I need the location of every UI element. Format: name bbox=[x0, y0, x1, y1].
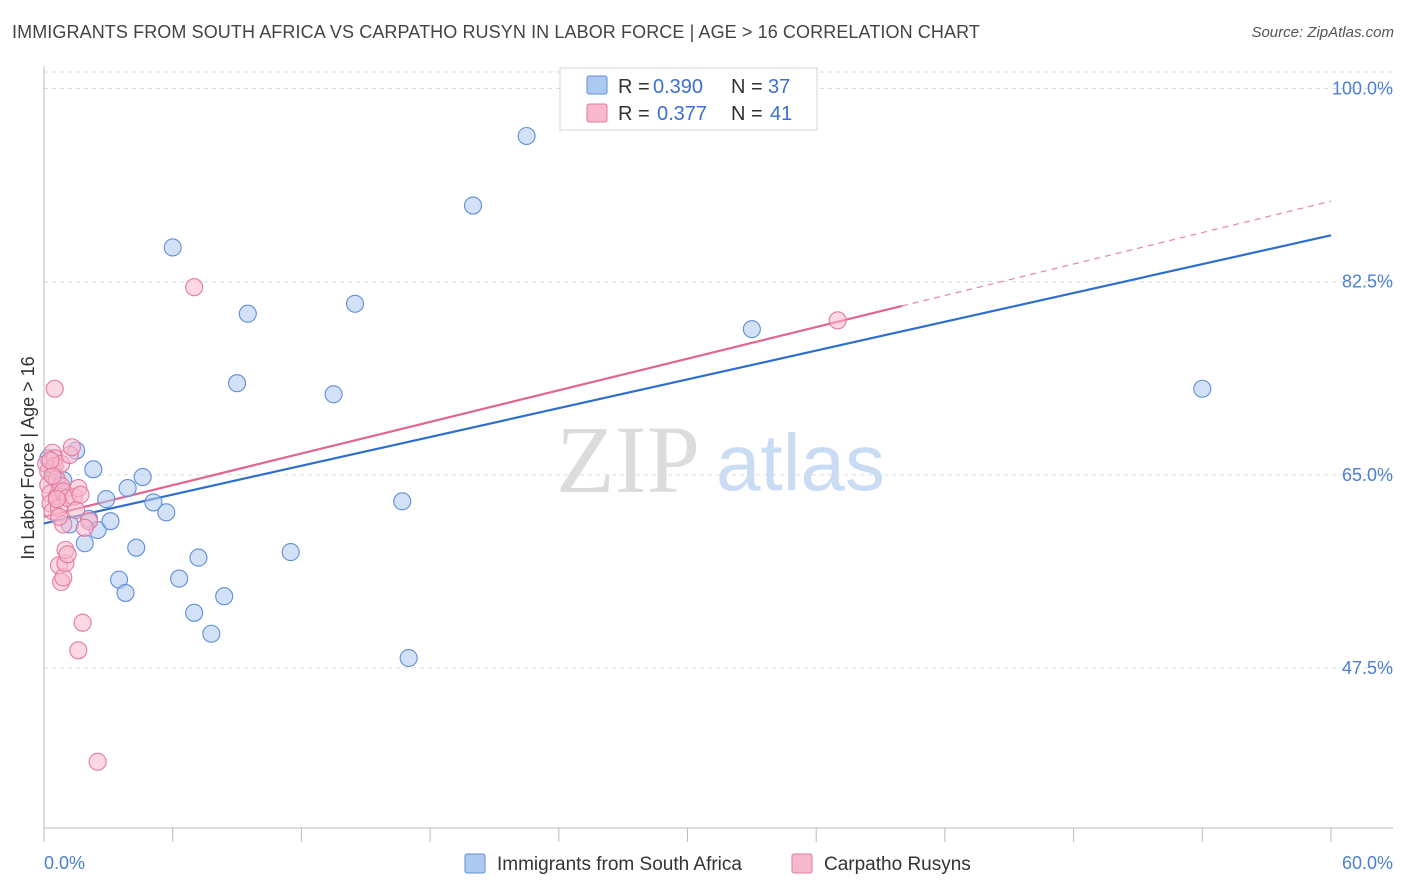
legend-n-label-1: N = bbox=[731, 76, 763, 98]
point-south-africa-16 bbox=[127, 538, 146, 557]
point-carpatho-rusyn-36 bbox=[43, 466, 62, 485]
point-south-africa-31 bbox=[393, 492, 412, 511]
watermark-atlas: atlas bbox=[716, 418, 885, 507]
point-south-africa-21 bbox=[170, 569, 189, 588]
y-tick-label-3: 100.0% bbox=[1332, 79, 1393, 99]
legend-swatch-blue bbox=[586, 75, 608, 95]
trendlines bbox=[43, 200, 1332, 525]
point-carpatho-rusyn-40 bbox=[49, 507, 69, 526]
y-tick-label-2: 82.5% bbox=[1342, 272, 1393, 292]
grid-lines bbox=[44, 71, 1393, 669]
point-south-africa-33 bbox=[463, 196, 483, 215]
axes bbox=[43, 66, 1393, 842]
point-south-africa-24 bbox=[202, 624, 221, 643]
point-south-africa-25 bbox=[215, 587, 234, 606]
watermark-zip: ZIP bbox=[556, 406, 700, 513]
y-tick-label-1: 65.0% bbox=[1342, 465, 1393, 485]
point-south-africa-23 bbox=[189, 548, 208, 567]
point-south-africa-17 bbox=[133, 467, 152, 487]
data-points bbox=[37, 126, 1212, 771]
point-carpatho-rusyn-31 bbox=[69, 641, 88, 660]
point-south-africa-27 bbox=[238, 304, 257, 323]
point-south-africa-35 bbox=[742, 320, 761, 339]
source-credit: Source: ZipAtlas.com bbox=[1251, 24, 1394, 41]
bottom-legend-swatch-blue bbox=[464, 853, 486, 874]
point-south-africa-28 bbox=[281, 543, 300, 562]
bottom-legend-label-1: Immigrants from South Africa bbox=[497, 854, 742, 875]
x-tick-label-max: 60.0% bbox=[1342, 853, 1393, 873]
legend-r-label-2: R = bbox=[618, 103, 650, 125]
point-south-africa-11 bbox=[97, 490, 116, 509]
point-carpatho-rusyn-39 bbox=[75, 518, 94, 537]
chart-title: IMMIGRANTS FROM SOUTH AFRICA VS CARPATHO… bbox=[12, 22, 980, 42]
point-south-africa-20 bbox=[163, 238, 182, 257]
point-carpatho-rusyn-33 bbox=[88, 752, 107, 771]
legend-r-label-1: R = bbox=[618, 76, 650, 98]
point-carpatho-rusyn-37 bbox=[47, 490, 66, 509]
point-south-africa-30 bbox=[345, 294, 365, 313]
point-carpatho-rusyn-30 bbox=[73, 613, 92, 632]
legend-n-label-2: N = bbox=[731, 103, 763, 125]
legend-r-value-1: 0.390 bbox=[653, 76, 703, 98]
point-south-africa-34 bbox=[517, 126, 536, 146]
point-carpatho-rusyn-29 bbox=[71, 485, 90, 504]
legend-box: R = 0.390 N = 37 R = 0.377 N = 41 bbox=[559, 67, 818, 131]
point-carpatho-rusyn-35 bbox=[828, 311, 847, 330]
y-axis-label: In Labor Force | Age > 16 bbox=[18, 356, 38, 559]
point-carpatho-rusyn-25 bbox=[62, 438, 81, 457]
point-carpatho-rusyn-12 bbox=[45, 379, 64, 398]
point-carpatho-rusyn-22 bbox=[58, 545, 77, 564]
point-carpatho-rusyn-38 bbox=[41, 451, 60, 470]
legend-r-value-2: 0.377 bbox=[657, 103, 707, 125]
point-south-africa-32 bbox=[399, 648, 418, 668]
point-south-africa-9 bbox=[84, 460, 103, 479]
point-south-africa-18 bbox=[144, 493, 163, 512]
trendline-0 bbox=[43, 234, 1332, 525]
point-south-africa-26 bbox=[228, 374, 247, 393]
point-south-africa-15 bbox=[118, 479, 137, 498]
y-tick-labels: 47.5% 65.0% 82.5% 100.0% bbox=[1332, 79, 1393, 678]
bottom-legend-label-2: Carpatho Rusyns bbox=[824, 854, 971, 875]
legend-n-value-2: 41 bbox=[770, 103, 792, 125]
point-south-africa-22 bbox=[185, 603, 204, 622]
point-carpatho-rusyn-34 bbox=[185, 278, 204, 297]
legend-n-value-1: 37 bbox=[768, 76, 790, 98]
bottom-legend-swatch-pink bbox=[791, 853, 813, 874]
legend-swatch-pink bbox=[586, 103, 608, 123]
point-south-africa-7 bbox=[75, 534, 94, 553]
bottom-legend: Immigrants from South Africa Carpatho Ru… bbox=[464, 853, 971, 875]
point-south-africa-19 bbox=[157, 503, 176, 522]
point-south-africa-12 bbox=[101, 512, 120, 531]
trendline-1 bbox=[43, 304, 903, 518]
point-south-africa-14 bbox=[116, 583, 135, 602]
y-tick-label-0: 47.5% bbox=[1342, 658, 1393, 678]
trendline-extension-1 bbox=[901, 200, 1332, 307]
x-tick-label-min: 0.0% bbox=[44, 853, 85, 873]
point-south-africa-36 bbox=[1193, 379, 1212, 398]
point-south-africa-29 bbox=[324, 385, 343, 404]
